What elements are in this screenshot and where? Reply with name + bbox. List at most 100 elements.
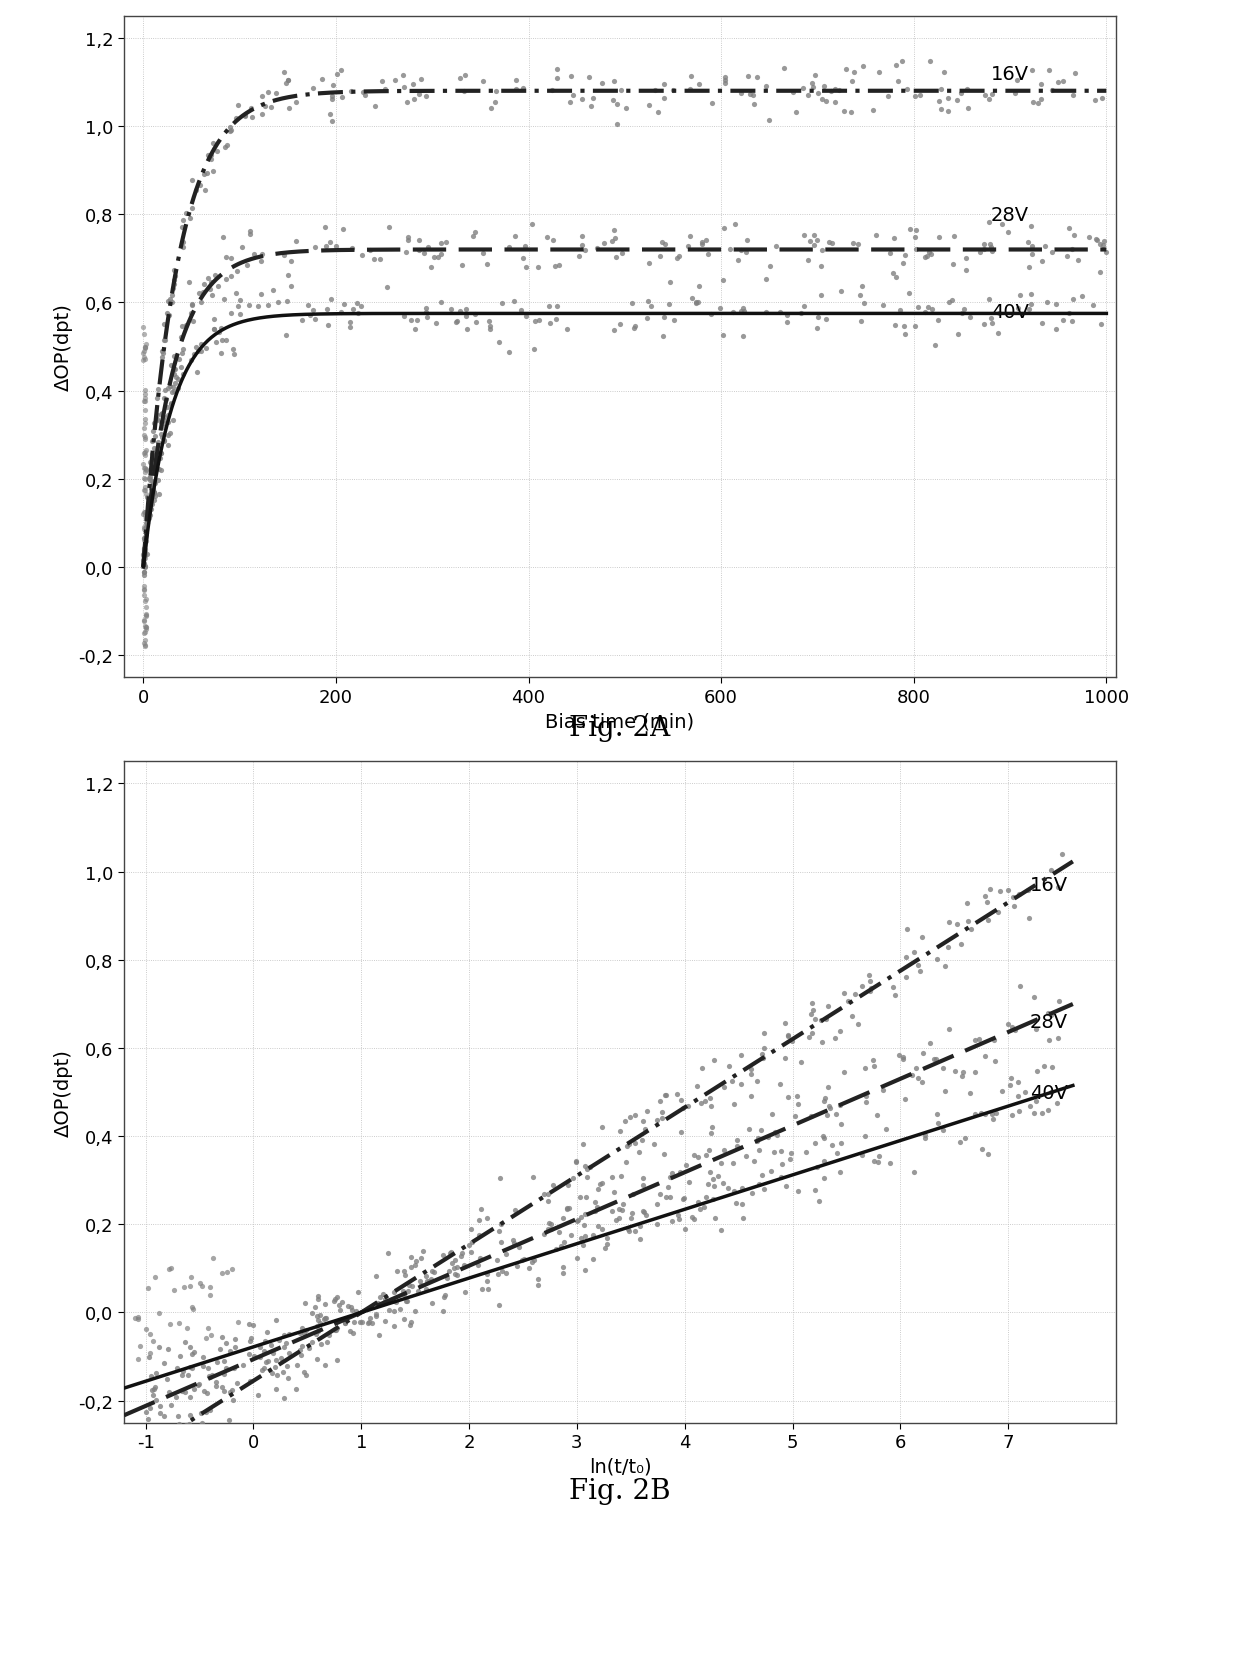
Point [795, 294, 815, 321]
Point [373, 1282, 393, 1309]
Point [469, 1221, 489, 1248]
Point [854, 291, 874, 318]
Point [134, 551, 154, 578]
Point [601, 1198, 621, 1225]
Point [195, 270, 215, 297]
Point [1037, 289, 1056, 316]
Point [135, 554, 155, 581]
Point [1092, 234, 1112, 260]
Point [157, 410, 177, 437]
Point [135, 514, 155, 541]
Point [146, 455, 166, 482]
Point [198, 1314, 218, 1341]
Point [650, 1181, 670, 1208]
Point [140, 492, 160, 519]
Point [187, 1373, 207, 1399]
Point [299, 1334, 319, 1361]
Point [749, 1126, 769, 1152]
Point [965, 1026, 985, 1053]
Point [146, 442, 166, 469]
Point [372, 69, 392, 96]
Point [901, 1062, 921, 1089]
Point [1042, 857, 1061, 884]
Point [274, 1384, 294, 1411]
Point [213, 225, 233, 252]
Point [487, 1247, 507, 1273]
Point [935, 1079, 955, 1105]
Point [141, 475, 161, 502]
Point [513, 245, 533, 272]
Point [255, 1329, 275, 1356]
Point [134, 477, 154, 504]
Point [1040, 1001, 1060, 1028]
Point [853, 54, 873, 81]
Point [135, 617, 155, 643]
Point [464, 223, 484, 250]
Point [136, 613, 156, 640]
Point [1030, 87, 1050, 114]
Point [770, 299, 790, 326]
Point [567, 1208, 587, 1235]
Point [919, 294, 939, 321]
Point [409, 227, 429, 254]
Point [625, 1218, 645, 1245]
Point [608, 111, 627, 138]
Point [293, 1314, 312, 1341]
Point [820, 1092, 839, 1119]
Point [216, 1331, 236, 1357]
Text: 28V: 28V [991, 205, 1029, 225]
Point [665, 307, 684, 334]
Point [200, 1364, 219, 1391]
Point [213, 1378, 233, 1404]
Point [384, 1278, 404, 1305]
Point [1023, 89, 1043, 116]
Point [196, 178, 216, 205]
Point [1042, 1053, 1061, 1080]
Point [135, 477, 155, 504]
Point [366, 1300, 386, 1327]
Point [892, 49, 911, 76]
Text: 40V: 40V [991, 302, 1029, 321]
Point [135, 346, 155, 373]
Point [975, 82, 994, 109]
Point [787, 1084, 807, 1110]
Point [650, 244, 670, 270]
Point [981, 306, 1001, 333]
Point [155, 407, 175, 433]
Point [171, 354, 191, 381]
Point [182, 309, 202, 336]
Point [180, 1354, 200, 1381]
Point [376, 76, 396, 102]
Point [706, 1205, 725, 1231]
Point [734, 299, 754, 326]
Point [221, 1379, 241, 1406]
Point [630, 1226, 650, 1253]
Point [799, 82, 818, 109]
Point [880, 1151, 900, 1178]
Point [828, 77, 848, 104]
Point [583, 1247, 603, 1273]
Point [608, 91, 627, 118]
Point [315, 1304, 335, 1331]
Point [893, 1043, 913, 1070]
Point [322, 86, 342, 113]
Point [136, 457, 156, 484]
Point [808, 304, 828, 331]
Point [239, 292, 259, 319]
Point [134, 341, 154, 368]
Point [990, 879, 1009, 906]
Point [905, 225, 925, 252]
Point [281, 249, 301, 276]
Point [128, 1346, 148, 1373]
Point [312, 66, 332, 92]
Point [440, 1240, 460, 1267]
Point [926, 1047, 946, 1074]
Point [148, 407, 167, 433]
Point [148, 467, 167, 494]
Point [619, 1216, 639, 1243]
Point [735, 1142, 755, 1169]
Point [140, 1320, 160, 1347]
Point [547, 1236, 567, 1263]
Point [1065, 60, 1085, 87]
Point [384, 1297, 404, 1324]
